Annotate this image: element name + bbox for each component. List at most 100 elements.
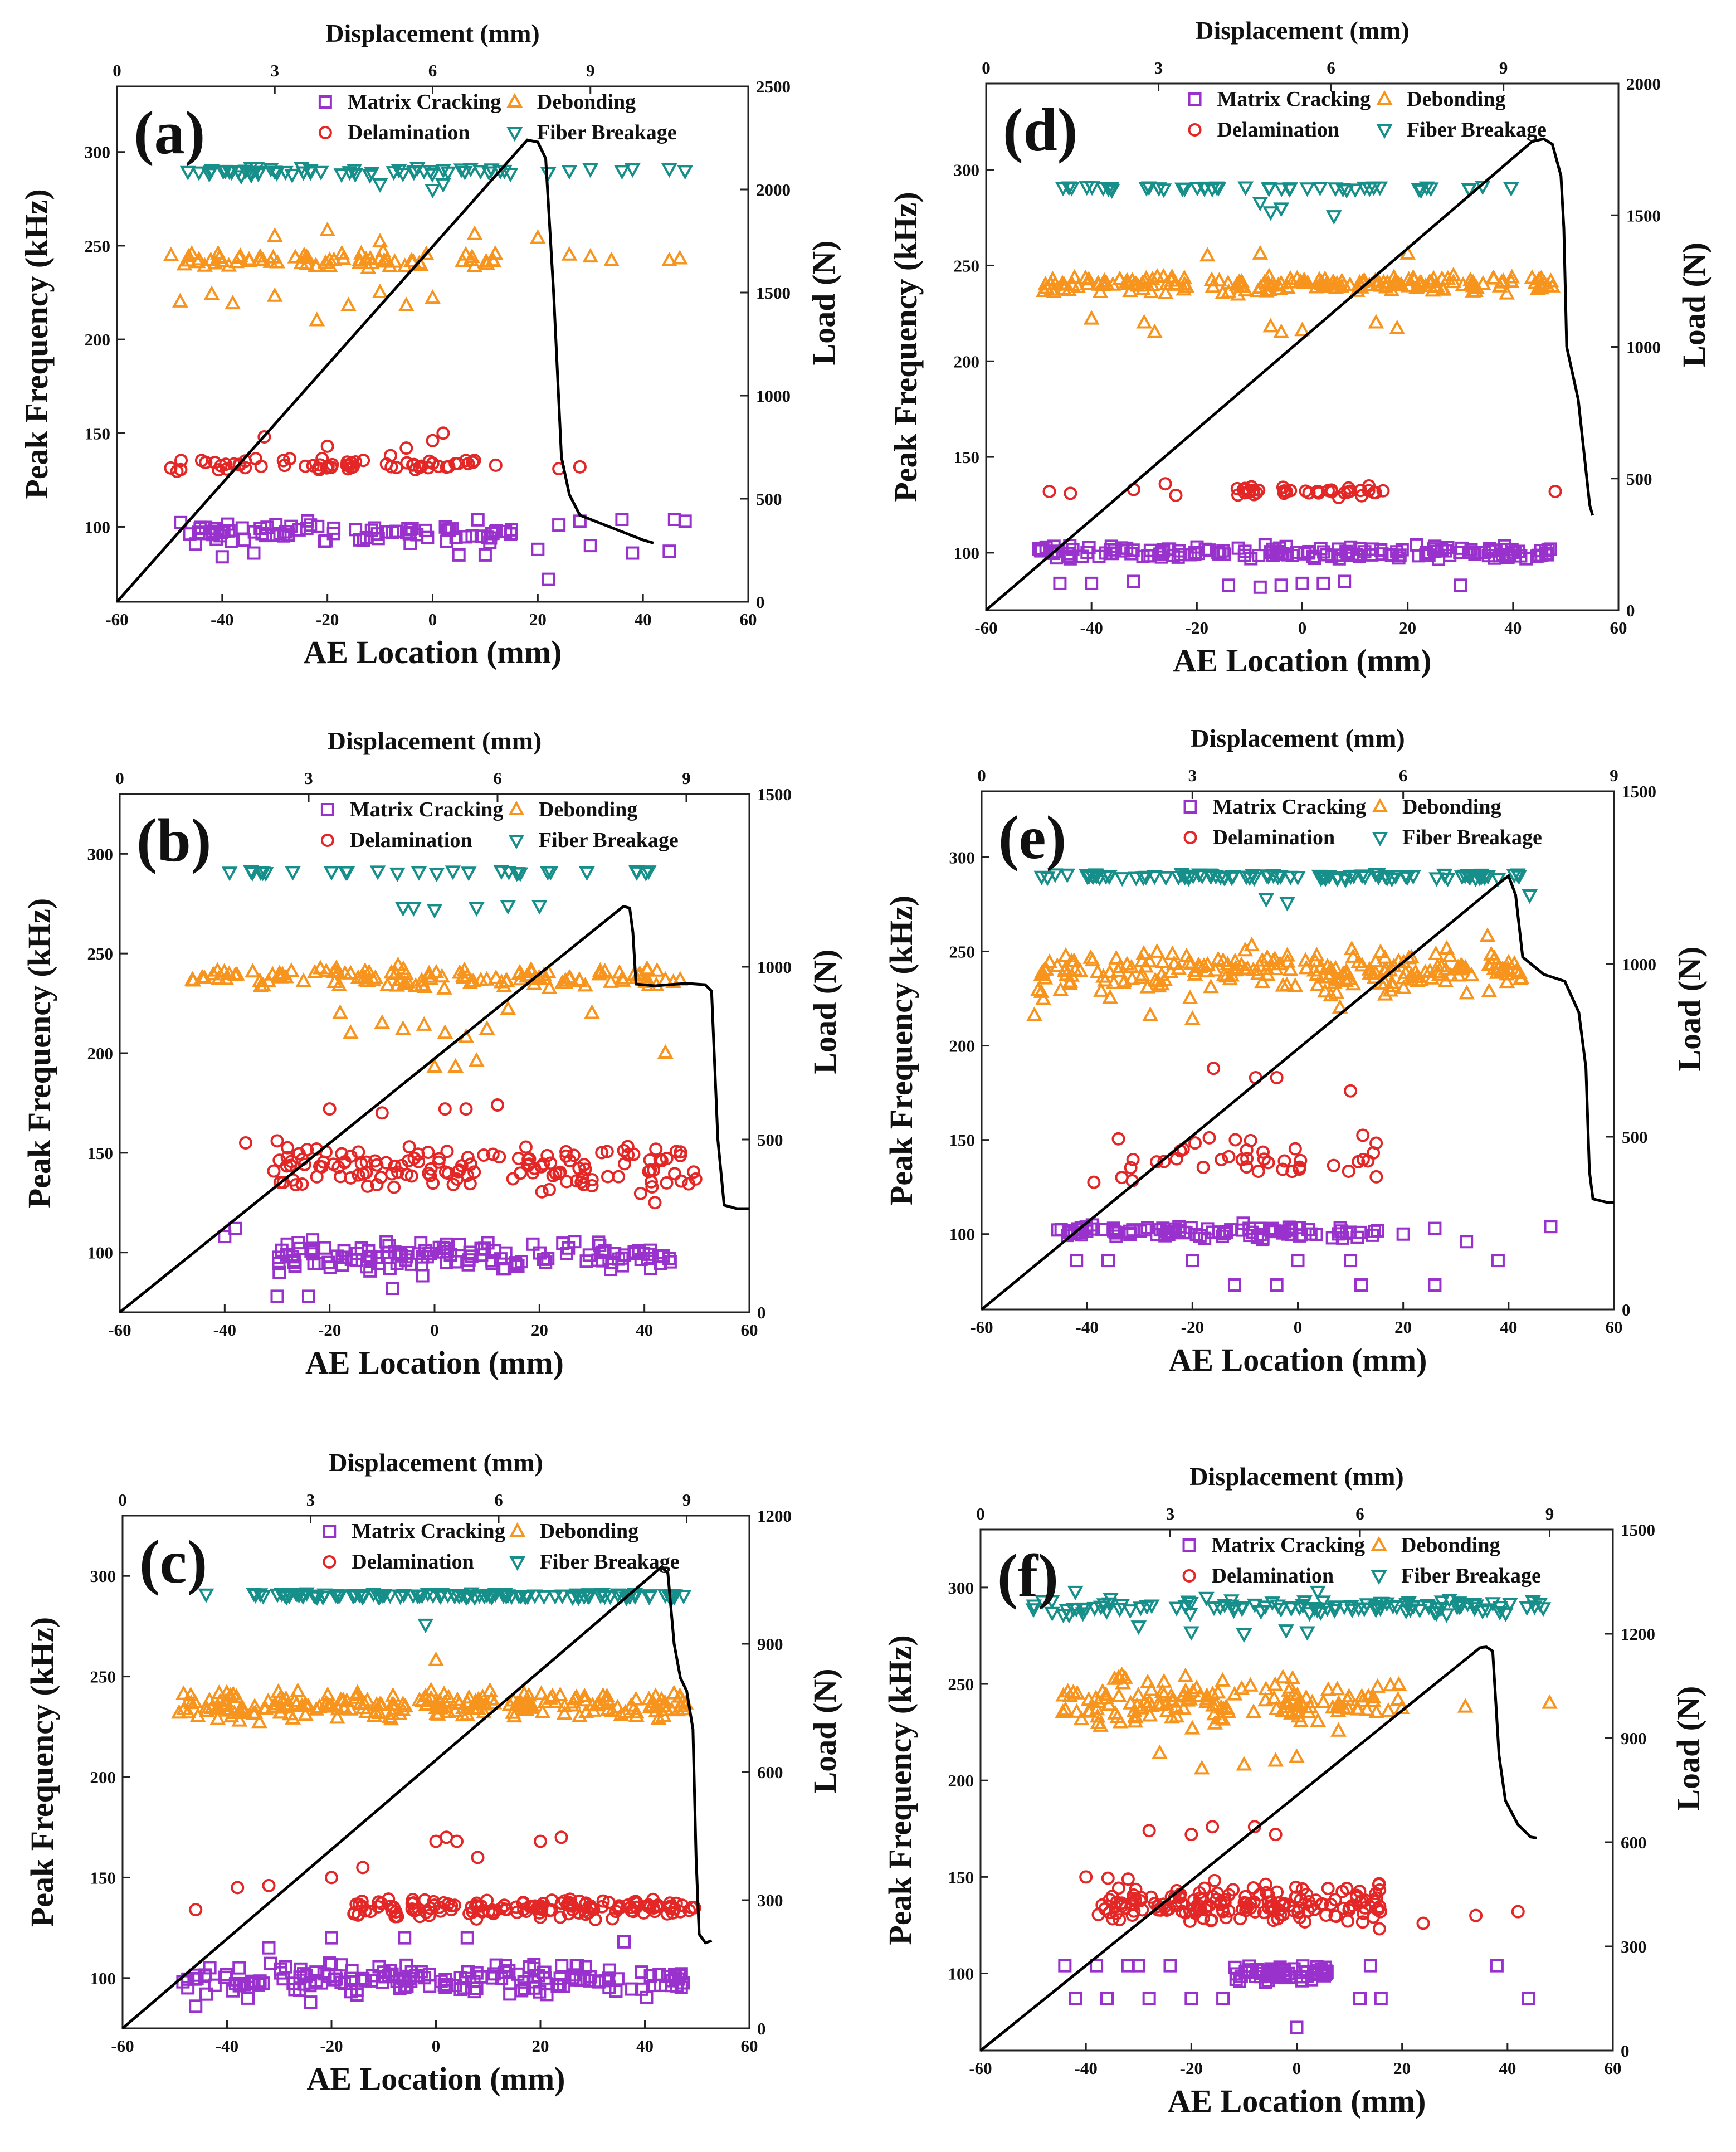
legend-marker — [1182, 1569, 1196, 1583]
data-point — [299, 255, 315, 270]
data-point — [1359, 1701, 1375, 1716]
data-point — [1199, 1691, 1216, 1706]
data-point — [1192, 1687, 1208, 1702]
data-point — [419, 1906, 433, 1920]
data-point — [265, 249, 281, 264]
data-point — [544, 1687, 561, 1702]
data-point — [422, 1968, 436, 1981]
data-point — [1428, 1606, 1445, 1622]
data-point — [491, 1098, 504, 1112]
data-point — [392, 1590, 409, 1605]
data-point — [658, 1701, 675, 1716]
data-point — [1254, 952, 1271, 967]
data-point — [277, 459, 291, 473]
data-point — [257, 430, 271, 444]
data-point — [1324, 1897, 1338, 1911]
data-point — [414, 1965, 428, 1979]
legend-marker — [1376, 90, 1393, 105]
data-point — [293, 1241, 307, 1255]
data-point — [1090, 1959, 1104, 1973]
data-point — [1283, 1602, 1300, 1617]
data-point — [628, 1691, 644, 1706]
data-point — [1314, 542, 1328, 556]
data-point — [1184, 1828, 1198, 1842]
data-point — [1273, 202, 1290, 217]
data-point — [269, 1588, 286, 1603]
data-point — [1540, 547, 1554, 561]
data-point — [661, 251, 677, 266]
y-tick-label: 300 — [90, 1566, 116, 1586]
data-point — [1245, 869, 1261, 884]
y2-axis-label: Load (N) — [807, 950, 843, 1074]
x-tick-label: 40 — [636, 1320, 653, 1340]
data-point — [482, 1682, 498, 1697]
data-point — [1146, 870, 1163, 885]
data-point — [604, 1702, 620, 1717]
data-point — [426, 904, 443, 919]
data-point — [1207, 1062, 1221, 1075]
series-fiber — [1033, 868, 1538, 912]
data-point — [511, 963, 528, 978]
data-point — [283, 962, 300, 977]
data-point — [451, 1695, 467, 1710]
data-point — [1359, 1598, 1376, 1613]
x-tick-label: 20 — [532, 2036, 549, 2056]
data-point — [1465, 277, 1481, 293]
data-point — [320, 439, 334, 453]
data-point — [1261, 182, 1277, 197]
data-point — [421, 530, 435, 544]
data-point — [1133, 969, 1149, 984]
data-point — [654, 1257, 667, 1270]
y-tick-label: 250 — [948, 1674, 974, 1694]
data-point — [669, 1145, 683, 1158]
y2-axis-label: Load (N) — [1671, 947, 1708, 1072]
data-point — [1246, 483, 1260, 497]
data-point — [1354, 484, 1368, 498]
data-point — [531, 1901, 545, 1915]
x-tick-label: 60 — [1610, 618, 1627, 637]
data-point — [1244, 1133, 1257, 1147]
data-point — [546, 1168, 560, 1182]
data-point — [506, 1172, 520, 1186]
data-point — [239, 1136, 252, 1150]
data-point — [1417, 963, 1433, 978]
data-point — [1300, 1703, 1317, 1718]
data-point — [208, 1978, 222, 1992]
x-axis-label: AE Location (mm) — [1173, 642, 1432, 679]
data-point — [1486, 950, 1503, 965]
data-point — [1101, 1871, 1115, 1885]
legend-marker — [1372, 832, 1388, 847]
data-point — [1391, 1676, 1407, 1691]
data-point — [489, 1958, 503, 1972]
data-point — [1384, 1600, 1401, 1615]
x-tick-label: -20 — [316, 610, 339, 629]
data-point — [1232, 1974, 1246, 1988]
data-point — [588, 1912, 602, 1926]
data-point — [1383, 974, 1400, 989]
data-point — [1042, 484, 1056, 498]
data-point — [1216, 871, 1232, 887]
data-point — [1372, 1877, 1386, 1891]
data-point — [325, 1871, 338, 1885]
data-point — [400, 456, 414, 470]
data-point — [594, 1687, 611, 1702]
x2-tick-label: 9 — [1499, 58, 1508, 77]
data-point — [390, 956, 406, 971]
data-point — [342, 1024, 359, 1039]
data-point — [526, 1237, 540, 1251]
data-point — [1273, 182, 1290, 197]
data-point — [514, 1255, 528, 1269]
y-axis-label: Peak Frequency (kHz) — [21, 898, 57, 1208]
data-point — [1202, 868, 1218, 883]
data-point — [1250, 283, 1266, 298]
legend-label: Delamination — [348, 121, 470, 144]
data-point — [544, 1156, 558, 1170]
data-point — [1140, 1220, 1154, 1234]
series-matrix — [218, 1221, 677, 1303]
legend-label: Fiber Breakage — [1402, 826, 1542, 849]
data-point — [348, 1686, 365, 1701]
data-point — [1299, 182, 1315, 197]
data-point — [1432, 552, 1446, 566]
data-point — [1233, 278, 1250, 293]
data-point — [1279, 279, 1296, 294]
